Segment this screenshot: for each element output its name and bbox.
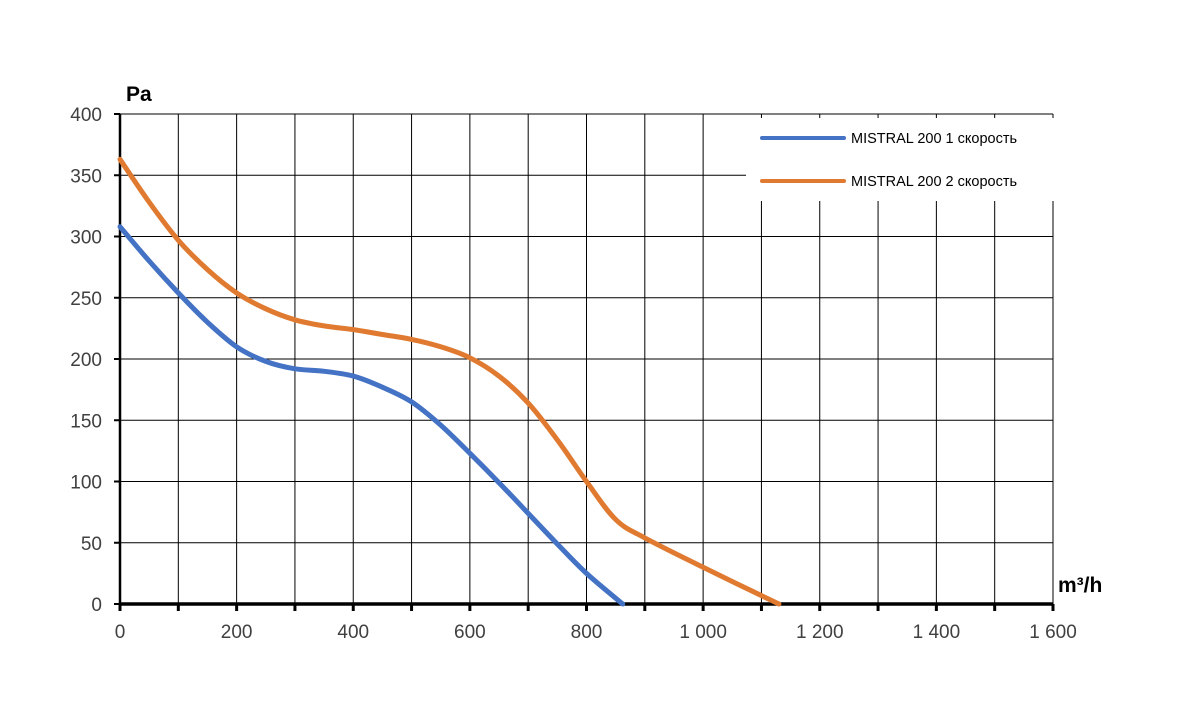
y-axis-label: Pa bbox=[126, 83, 152, 106]
y-tick-label: 50 bbox=[81, 534, 102, 555]
y-tick-label: 100 bbox=[70, 473, 102, 494]
x-tick-label: 800 bbox=[571, 622, 603, 643]
y-tick-label: 200 bbox=[70, 350, 102, 371]
x-tick-label: 1 200 bbox=[796, 622, 844, 643]
y-tick-label: 0 bbox=[91, 595, 102, 616]
series-line-2 bbox=[117, 156, 782, 607]
x-tick-label: 1 400 bbox=[913, 622, 961, 643]
y-tick-label: 300 bbox=[70, 228, 102, 249]
y-tick-label: 350 bbox=[70, 166, 102, 187]
y-tick-label: 250 bbox=[70, 289, 102, 310]
legend-label-series-2: MISTRAL 200 2 скорость bbox=[851, 174, 1017, 190]
y-tick-label: 400 bbox=[70, 105, 102, 126]
x-tick-label: 1 000 bbox=[679, 622, 727, 643]
x-tick-label: 1 600 bbox=[1029, 622, 1077, 643]
x-tick-label: 400 bbox=[337, 622, 369, 643]
legend: MISTRAL 200 1 скорость MISTRAL 200 2 ско… bbox=[746, 118, 1054, 201]
series-line-1 bbox=[117, 224, 626, 607]
axes bbox=[114, 113, 1055, 611]
series-lines bbox=[117, 156, 782, 607]
y-tick-label: 150 bbox=[70, 411, 102, 432]
legend-box bbox=[746, 118, 1054, 201]
x-axis-label: m³/h bbox=[1058, 574, 1102, 597]
legend-label-series-1: MISTRAL 200 1 скорость bbox=[851, 131, 1017, 147]
tick-labels: 0 200 400 600 800 1 000 1 200 1 400 1 600 0 50 100 1… bbox=[70, 105, 1076, 643]
x-tick-label: 200 bbox=[221, 622, 253, 643]
x-tick-label: 600 bbox=[454, 622, 486, 643]
x-tick-label: 0 bbox=[115, 622, 126, 643]
